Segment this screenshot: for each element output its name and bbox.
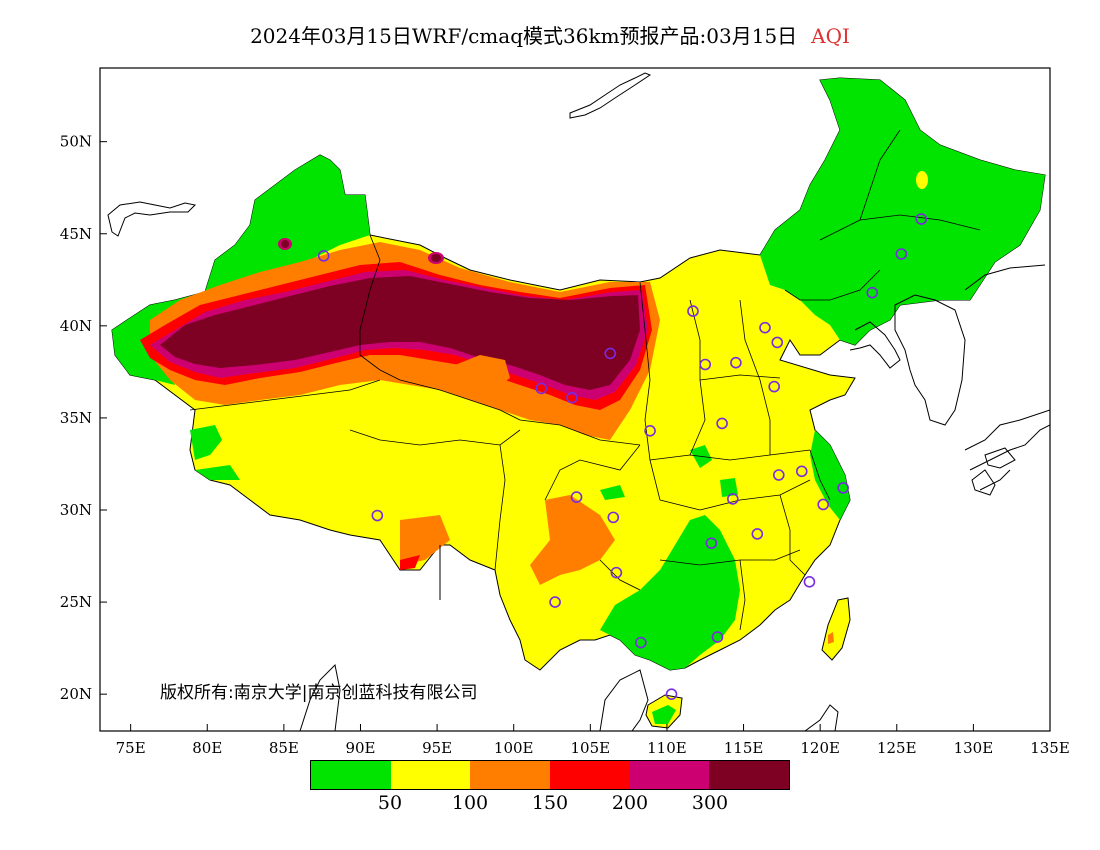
city-marker — [772, 469, 785, 481]
legend-swatch — [709, 761, 790, 789]
lat-tick-label: 25N — [60, 593, 92, 611]
lat-tick-label: 45N — [60, 225, 92, 243]
legend-tick-label: 200 — [611, 792, 649, 814]
green-south — [600, 515, 740, 670]
city-marker — [866, 286, 879, 299]
legend-tick-label: 300 — [691, 792, 729, 814]
city-marker — [751, 528, 764, 540]
legend-tick-label: 50 — [377, 792, 403, 814]
legend-swatch — [311, 761, 391, 789]
city-marker — [768, 380, 780, 393]
legend-swatch — [390, 761, 471, 789]
city-marker — [687, 305, 699, 317]
legend-swatch — [550, 761, 630, 789]
city-marker — [535, 382, 548, 395]
city-marker — [570, 491, 583, 503]
city-marker — [604, 347, 617, 360]
copyright-text: 版权所有:南京大学|南京创蓝科技有限公司 — [160, 683, 478, 703]
city-marker — [771, 336, 784, 349]
lon-tick-label: 125E — [877, 739, 917, 757]
city-marker — [699, 358, 712, 371]
map-title: 2024年03月15日WRF/cmaq模式36km预报产品:03月15日 AQI — [0, 20, 1100, 49]
lon-tick-label: 110E — [647, 739, 687, 757]
lat-tick-label: 40N — [60, 317, 92, 335]
lat-tick-label: 35N — [60, 409, 92, 427]
city-marker — [705, 537, 718, 549]
city-marker — [817, 498, 830, 511]
legend-tick-label: 150 — [531, 792, 569, 814]
lon-tick-label: 85E — [269, 739, 299, 757]
lon-tick-label: 130E — [954, 739, 994, 757]
lon-tick-label: 100E — [494, 739, 534, 757]
lat-tick-label: 50N — [60, 133, 92, 151]
title-main: 2024年03月15日WRF/cmaq模式36km预报产品:03月15日 — [250, 24, 798, 48]
city-marker — [727, 493, 739, 505]
city-marker — [730, 356, 742, 369]
lon-tick-label: 105E — [571, 739, 611, 757]
city-markers — [317, 213, 928, 700]
longitude-axis: 75E 80E 85E 90E 95E 100E 105E 110E 115E 120E 125E 1… — [116, 724, 1070, 757]
lon-tick-label: 115E — [724, 739, 764, 757]
city-marker — [610, 566, 623, 579]
city-marker — [665, 688, 678, 700]
city-marker — [644, 425, 656, 437]
city-marker — [915, 213, 928, 225]
lon-tick-label: 95E — [422, 739, 452, 757]
green-northeast — [760, 78, 1045, 345]
city-marker — [317, 250, 330, 262]
green-northwest — [112, 155, 370, 385]
legend-tick-label: 100 — [451, 792, 489, 814]
lon-tick-label: 120E — [800, 739, 840, 757]
maroon-core — [160, 276, 640, 390]
city-marker — [716, 417, 728, 430]
city-marker — [795, 465, 808, 478]
lon-tick-label: 80E — [192, 739, 222, 757]
taiwan-island — [821, 597, 851, 661]
lon-tick-label: 75E — [116, 739, 146, 757]
city-marker — [711, 631, 724, 643]
map-field — [107, 72, 1050, 731]
legend-swatch — [629, 761, 710, 789]
legend-swatch — [470, 761, 551, 789]
lon-tick-label: 90E — [345, 739, 375, 757]
color-legend — [310, 760, 790, 790]
city-marker — [607, 511, 620, 524]
city-marker — [549, 596, 561, 608]
latitude-axis: 50N 45N 40N 35N 30N 25N 20N — [60, 133, 107, 703]
lat-tick-label: 20N — [60, 685, 92, 703]
plot-frame — [99, 67, 1051, 732]
city-marker — [895, 248, 908, 260]
city-marker — [635, 636, 647, 649]
lon-tick-label: 135E — [1030, 739, 1070, 757]
province-boundaries — [189, 129, 981, 631]
city-marker — [566, 391, 578, 404]
city-marker — [371, 509, 384, 522]
lat-tick-label: 30N — [60, 501, 92, 519]
neighbour-coastlines — [107, 72, 1050, 731]
title-variable: AQI — [811, 24, 850, 48]
city-marker — [803, 576, 816, 588]
city-marker — [837, 482, 849, 494]
city-marker — [759, 321, 771, 334]
